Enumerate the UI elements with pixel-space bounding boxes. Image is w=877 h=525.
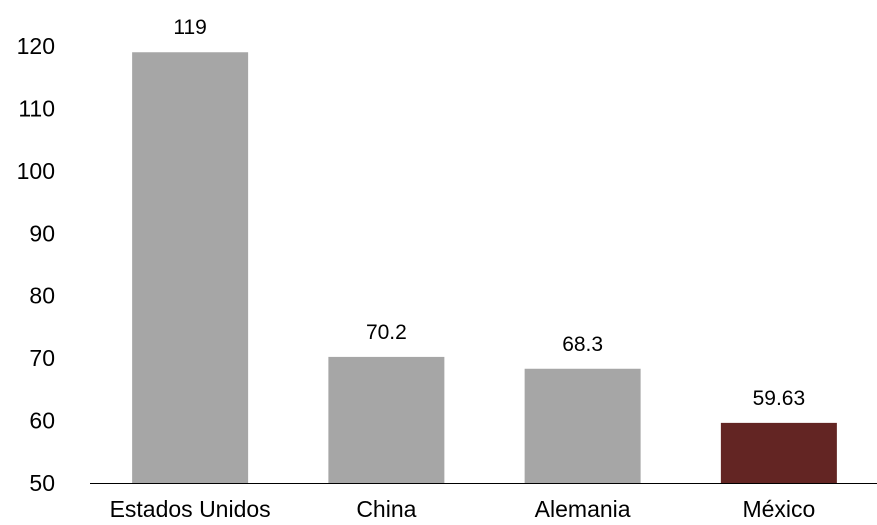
bar [524,368,641,483]
category-label: Estados Unidos [110,496,271,522]
y-tick-label: 90 [29,220,55,246]
y-tick-label: 100 [17,158,55,184]
data-label: 119 [173,16,206,39]
bar [132,52,249,483]
y-axis-ticks: 50 60 70 80 90 100 110 120 [17,33,55,496]
y-tick-label: 120 [17,33,55,59]
category-label: México [742,496,815,522]
y-tick-label: 70 [29,345,55,371]
bar [720,422,837,483]
category-label: Alemania [535,496,631,522]
category-label: China [356,496,416,522]
bars [132,52,837,483]
data-label: 59.63 [753,387,806,410]
y-tick-label: 110 [18,95,55,121]
data-label: 68.3 [562,333,603,356]
y-tick-label: 50 [29,470,55,496]
category-labels: Estados Unidos China Alemania México [110,496,816,522]
y-tick-label: 80 [29,283,55,309]
data-label: 70.2 [366,321,407,344]
y-tick-label: 60 [29,408,55,434]
data-labels: 119 70.2 68.3 59.63 [173,16,805,410]
bar [328,356,445,483]
